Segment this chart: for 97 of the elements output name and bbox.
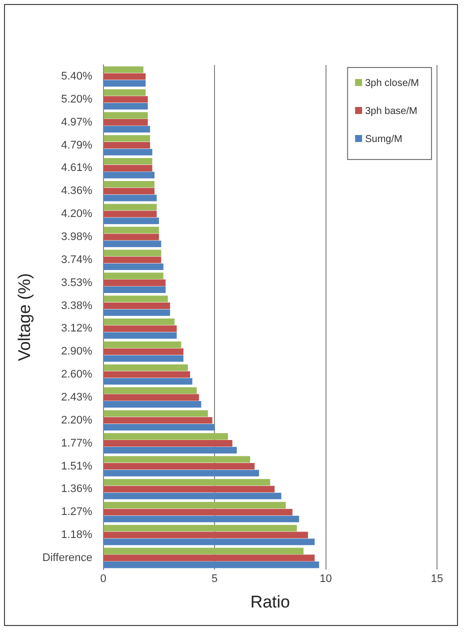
bar	[104, 80, 146, 87]
y-tick-label: 2.20%	[61, 414, 93, 426]
bar	[104, 424, 215, 431]
bar	[104, 538, 315, 546]
bar	[104, 440, 232, 447]
y-tick-label: 4.61%	[61, 162, 93, 174]
bar	[104, 66, 144, 73]
bar	[104, 103, 148, 110]
bar	[104, 272, 164, 280]
bar	[104, 508, 292, 516]
bar	[104, 112, 148, 119]
bar	[104, 318, 175, 326]
bar	[104, 73, 146, 80]
y-tick-label: 4.20%	[61, 208, 93, 220]
bar	[104, 142, 150, 149]
y-tick-label: 5.40%	[61, 70, 93, 82]
bar	[104, 341, 182, 348]
bar	[104, 532, 308, 538]
bar	[104, 180, 154, 188]
bar	[104, 516, 300, 522]
y-tick-label: 1.51%	[61, 460, 93, 472]
y-tick-label: 2.90%	[61, 346, 93, 358]
y-tick-label: 2.43%	[61, 391, 93, 404]
y-tick-label: 3.53%	[61, 276, 93, 289]
bar	[104, 250, 162, 256]
y-tick-label: 1.36%	[61, 483, 93, 496]
bar	[104, 387, 197, 394]
bar	[104, 126, 150, 132]
y-tick-label: 3.98%	[61, 230, 93, 243]
bar	[104, 401, 202, 408]
bar	[104, 89, 146, 96]
bar	[104, 164, 152, 172]
bar	[104, 348, 184, 355]
x-tick-label: 15	[430, 573, 444, 586]
legend-label: 3ph base/M	[365, 106, 418, 117]
bar	[104, 158, 152, 165]
bar	[104, 148, 152, 156]
bar	[104, 210, 157, 218]
bar	[104, 394, 199, 401]
y-tick-label: 1.77%	[61, 437, 93, 450]
bar	[104, 355, 184, 362]
y-tick-label: 4.36%	[61, 185, 93, 198]
y-tick-label: 4.79%	[61, 139, 93, 152]
y-tick-label: 3.38%	[61, 300, 93, 312]
bar	[104, 302, 170, 310]
bar	[104, 446, 237, 454]
bar	[104, 417, 212, 424]
bar	[104, 492, 282, 500]
bar	[104, 410, 208, 417]
y-tick-label: Difference	[42, 552, 92, 564]
bar	[104, 332, 177, 339]
y-tick-label: 5.20%	[61, 93, 93, 106]
bar	[104, 194, 157, 202]
x-tick-label: 10	[320, 573, 332, 586]
bar	[104, 280, 166, 286]
bar	[104, 240, 162, 248]
legend-label: 3ph close/M	[365, 78, 420, 89]
bar	[104, 479, 270, 486]
bar	[104, 364, 188, 371]
bar	[104, 371, 190, 378]
y-tick-label: 3.74%	[61, 254, 93, 266]
bar	[104, 256, 162, 264]
bar	[104, 263, 164, 270]
bar	[104, 456, 250, 463]
bar	[104, 378, 192, 385]
bar	[104, 234, 159, 240]
bar	[104, 204, 157, 210]
bar	[104, 325, 177, 332]
y-tick-label: 3.12%	[61, 322, 93, 335]
bar	[104, 286, 166, 293]
bar	[104, 486, 275, 492]
bar	[104, 548, 304, 554]
bar	[104, 562, 320, 568]
x-tick-label: 0	[100, 573, 106, 586]
x-tick-label: 5	[211, 573, 218, 586]
bar	[104, 218, 159, 224]
bar	[104, 554, 315, 562]
y-axis-title: Voltage (%)	[14, 273, 34, 362]
bar	[104, 172, 154, 178]
bar	[104, 502, 286, 508]
bar	[104, 96, 148, 103]
bar	[104, 524, 297, 532]
bar	[104, 470, 260, 476]
legend-label: Sumg/M	[365, 134, 402, 145]
bar	[104, 462, 255, 470]
bar	[104, 309, 170, 316]
bar	[104, 135, 150, 142]
y-tick-label: 4.97%	[61, 116, 93, 128]
bar	[104, 188, 154, 194]
bar	[104, 433, 228, 440]
bar	[104, 226, 159, 234]
y-tick-label: 1.27%	[61, 506, 93, 518]
bar	[104, 296, 168, 302]
y-tick-label: 1.18%	[61, 529, 93, 542]
x-axis-title: Ratio	[250, 592, 290, 612]
y-tick-label: 2.60%	[61, 368, 93, 381]
bar	[104, 119, 148, 126]
